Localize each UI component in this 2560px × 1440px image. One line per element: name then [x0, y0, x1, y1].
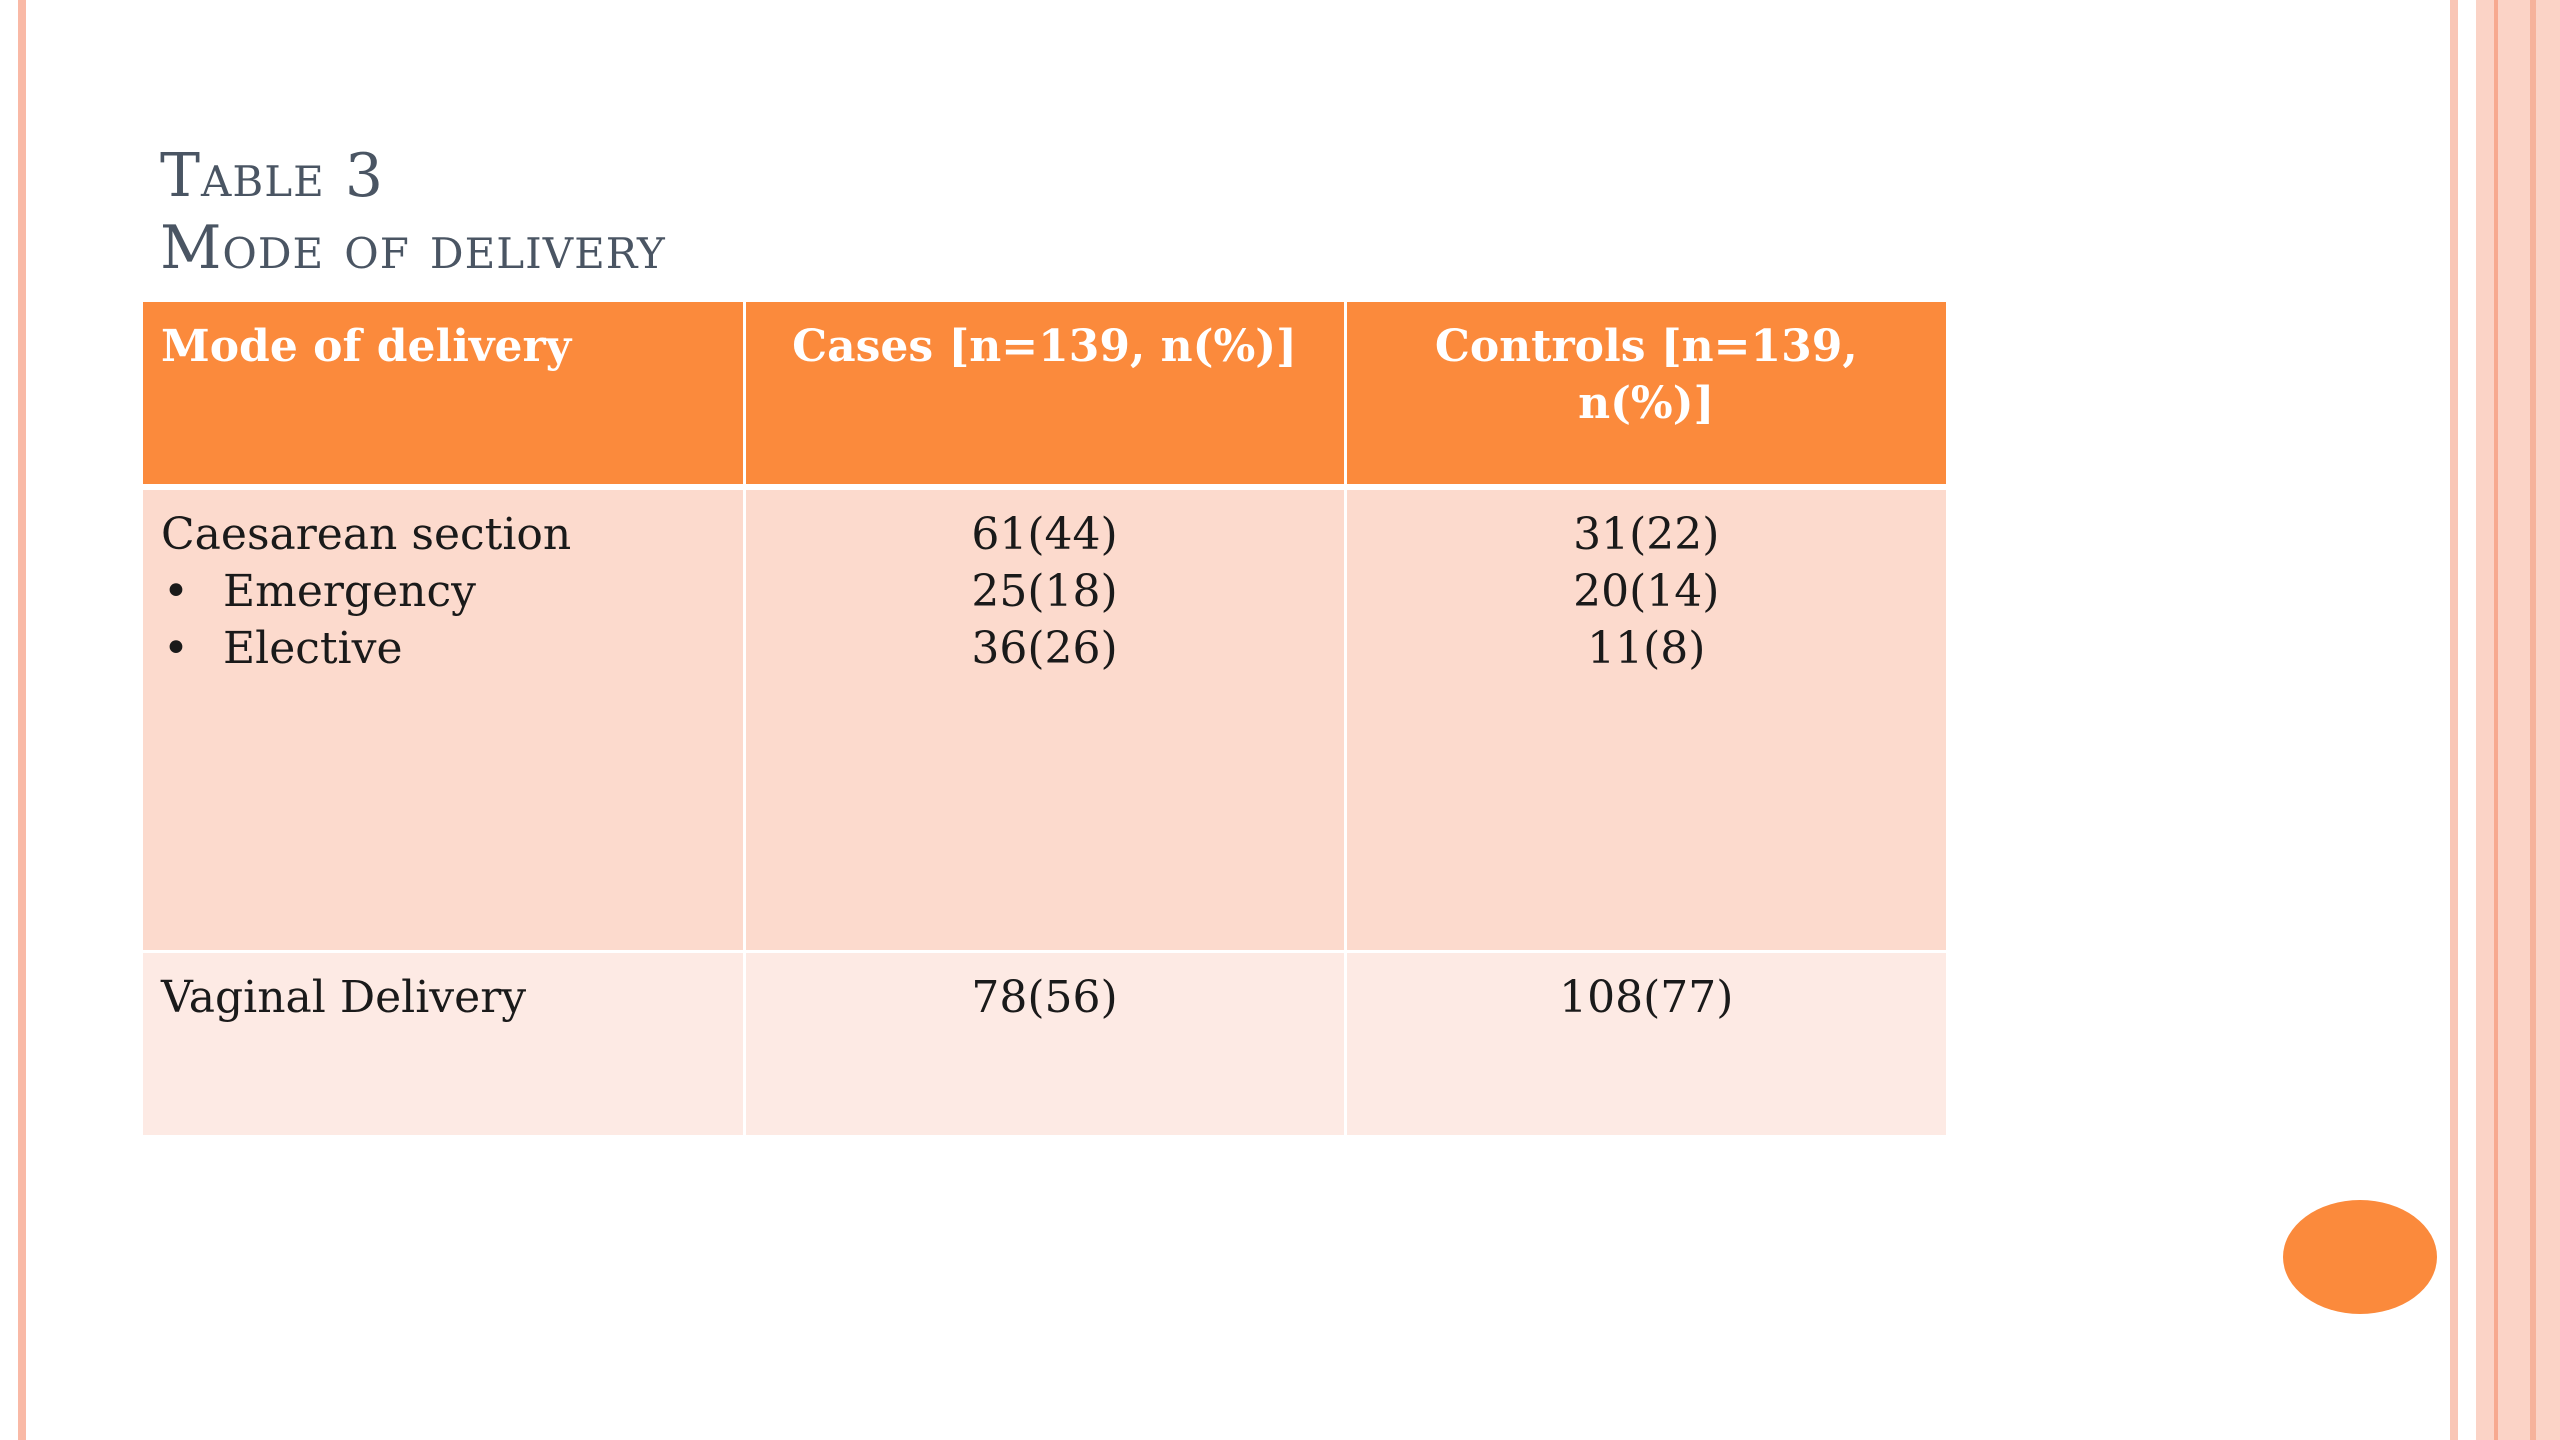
list-item-label: Elective: [223, 623, 403, 674]
decorative-stripe-right-band: [2476, 0, 2560, 1440]
bullet-icon: •: [163, 566, 189, 617]
decorative-stripe-right-line: [2494, 0, 2498, 1440]
cell-value: 11(8): [1587, 623, 1706, 674]
cell-value: 25(18): [971, 566, 1118, 617]
bullet-icon: •: [163, 623, 189, 674]
cell-value: 78(56): [971, 972, 1118, 1023]
cell-value: 61(44): [971, 509, 1118, 560]
decorative-stripe-right: [2450, 0, 2458, 1440]
accent-circle: [2283, 1200, 2437, 1314]
title-line-1: Table 3: [160, 141, 385, 211]
cell-value: 20(14): [1573, 566, 1720, 617]
list-item: • Elective: [161, 620, 725, 677]
cases-cell: 61(44) 25(18) 36(26): [744, 487, 1347, 953]
controls-cell: 31(22) 20(14) 11(8): [1345, 487, 1946, 953]
row-label: Caesarean section: [161, 509, 572, 560]
decorative-stripe-left: [18, 0, 26, 1440]
header-mode-of-delivery: Mode of delivery: [143, 302, 746, 490]
controls-cell: 108(77): [1345, 951, 1946, 1138]
row-label: Vaginal Delivery: [161, 972, 527, 1023]
table-row: Caesarean section • Emergency • Elective 6…: [143, 487, 1946, 953]
table-header-row: Mode of delivery Cases [n=139, n(%)] Con…: [143, 302, 1946, 490]
list-item-label: Emergency: [223, 566, 476, 617]
header-cases: Cases [n=139, n(%)]: [744, 302, 1347, 490]
list-item: • Emergency: [161, 563, 725, 620]
row-label-cell: Caesarean section • Emergency • Elective: [143, 487, 746, 953]
table-row: Vaginal Delivery 78(56) 108(77): [143, 951, 1946, 1138]
cell-value: 31(22): [1573, 509, 1720, 560]
slide-title: Table 3 Mode of delivery: [160, 140, 666, 284]
row-label-cell: Vaginal Delivery: [143, 951, 746, 1138]
decorative-stripe-right-line: [2530, 0, 2536, 1440]
cases-cell: 78(56): [744, 951, 1347, 1138]
cell-value: 108(77): [1559, 972, 1734, 1023]
header-controls: Controls [n=139, n(%)]: [1345, 302, 1946, 490]
cell-value: 36(26): [971, 623, 1118, 674]
delivery-table: Mode of delivery Cases [n=139, n(%)] Con…: [143, 302, 1946, 1138]
title-line-2: Mode of delivery: [160, 213, 666, 283]
